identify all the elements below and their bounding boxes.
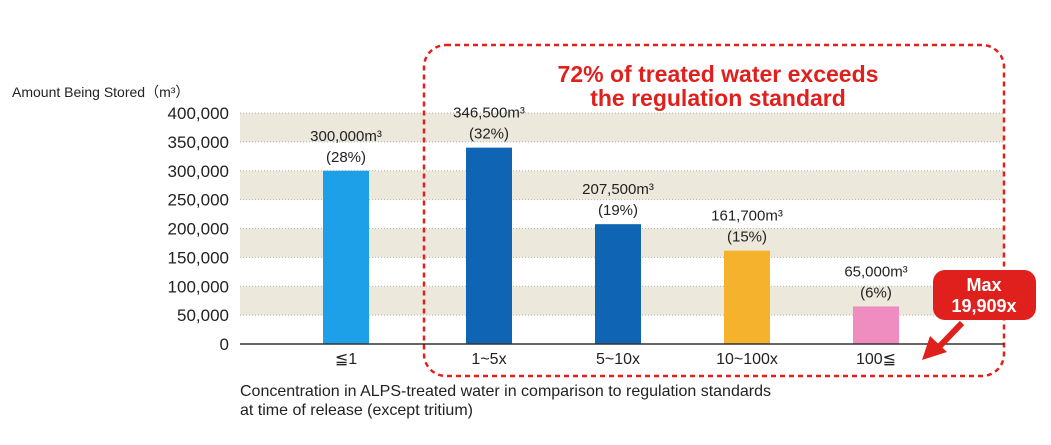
x-axis-ticks: ≦1 1~5x 5~10x 10~100x 100≦	[335, 351, 896, 368]
bar-value-label: 346,500m³	[453, 105, 525, 122]
y-tick-label: 50,000	[177, 306, 229, 325]
y-axis-label: Amount Being Stored（m³）	[12, 84, 189, 100]
bar-percent-label: (32%)	[469, 126, 509, 143]
x-tick-label: 100≦	[856, 351, 896, 368]
highlight-text-line-1: 72% of treated water exceeds	[558, 61, 879, 87]
bar	[466, 147, 512, 344]
bar-percent-label: (6%)	[860, 284, 892, 301]
x-tick-label: 5~10x	[596, 351, 640, 368]
bars: 300,000m³ (28%) 346,500m³ (32%) 207,500m³ (19…	[310, 105, 908, 344]
callout-arrow-shaft	[935, 320, 965, 351]
y-tick-label: 100,000	[168, 277, 229, 296]
y-tick-label: 300,000	[168, 162, 229, 181]
max-callout-box	[933, 270, 1036, 320]
bar-value-label: 300,000m³	[310, 128, 382, 145]
bar-value-label: 207,500m³	[582, 181, 654, 198]
bar-percent-label: (28%)	[326, 149, 366, 166]
bar	[323, 170, 369, 344]
highlight-text-line-2: the regulation standard	[590, 85, 846, 111]
x-tick-label: 1~5x	[471, 351, 506, 368]
bar	[724, 250, 770, 344]
y-tick-label: 0	[220, 335, 229, 354]
bar-percent-label: (15%)	[727, 229, 767, 246]
bar	[595, 224, 641, 344]
y-tick-label: 200,000	[168, 220, 229, 239]
y-tick-label: 250,000	[168, 191, 229, 210]
bar-value-label: 161,700m³	[711, 208, 783, 225]
max-callout: Max 19,909x	[922, 270, 1036, 360]
y-tick-label: 150,000	[168, 248, 229, 267]
y-axis-ticks: 0 50,000 100,000 150,000 200,000 250,000 300,0…	[168, 104, 229, 354]
highlight-region	[422, 43, 1006, 378]
x-tick-label: 10~100x	[716, 351, 778, 368]
max-callout-line-2: 19,909x	[951, 296, 1016, 316]
x-axis-label-line-1: Concentration in ALPS-treated water in c…	[240, 383, 771, 400]
bar-percent-label: (19%)	[598, 202, 638, 219]
x-axis-label-line-2: at time of release (except tritium)	[240, 402, 473, 419]
y-tick-label: 400,000	[168, 104, 229, 123]
y-tick-label: 350,000	[168, 133, 229, 152]
plot-band	[240, 113, 1004, 142]
bar	[853, 306, 899, 344]
max-callout-line-1: Max	[966, 275, 1001, 295]
bar-value-label: 65,000m³	[844, 263, 907, 280]
callout-arrow-head	[922, 336, 947, 360]
x-tick-label: ≦1	[335, 351, 357, 368]
plot-band	[240, 141, 1004, 171]
